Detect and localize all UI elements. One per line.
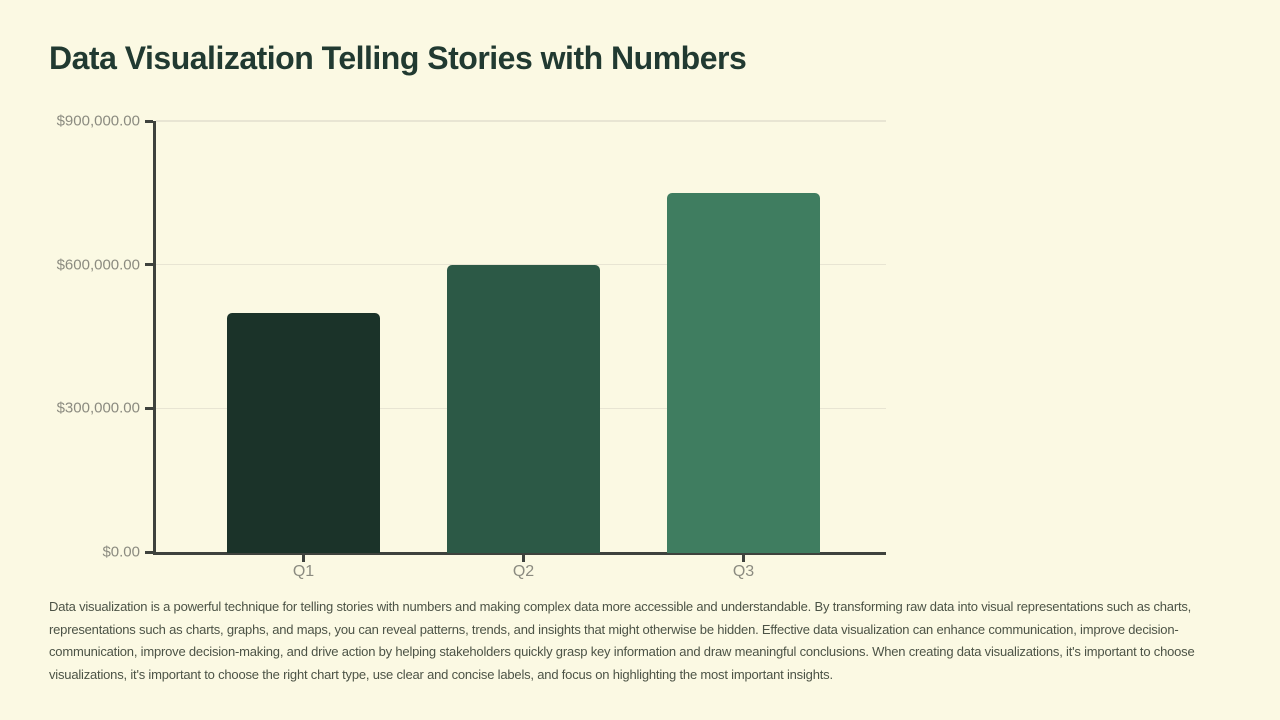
body-text-line: visualizations, it's important to choose…: [49, 666, 833, 682]
y-tick-mark: [145, 550, 153, 554]
y-tick-label: $300,000.00: [56, 399, 140, 417]
y-tick-mark: [145, 263, 153, 267]
bar-q3: [667, 192, 820, 553]
body-text-line: Data visualization is a powerful techniq…: [49, 599, 1192, 614]
body-text: Data visualization is a powerful techniq…: [49, 596, 1195, 686]
x-axis-label: Q1: [292, 563, 315, 580]
y-tick-label: $0.00: [102, 543, 140, 561]
y-tick-mark: [145, 406, 153, 410]
y-tick-mark: [145, 119, 153, 123]
x-tick-mark: [742, 555, 745, 562]
y-tick-label: $900,000.00: [56, 112, 140, 130]
x-axis-line: [153, 552, 886, 555]
bar-q2: [447, 264, 600, 553]
gridline: [156, 120, 886, 122]
bar-q1: [227, 312, 380, 553]
body-text-line: representations such as charts, graphs, …: [49, 621, 1179, 637]
y-axis-line: [153, 121, 156, 555]
x-tick-mark: [302, 555, 305, 562]
y-tick-label: $600,000.00: [56, 256, 140, 274]
page-title: Data Visualization Telling Stories with …: [49, 40, 747, 76]
x-axis-label: Q2: [512, 563, 535, 580]
x-axis-label: Q3: [732, 563, 755, 580]
x-tick-mark: [522, 555, 525, 562]
body-text-line: communication, improve decision-making, …: [49, 644, 1195, 659]
